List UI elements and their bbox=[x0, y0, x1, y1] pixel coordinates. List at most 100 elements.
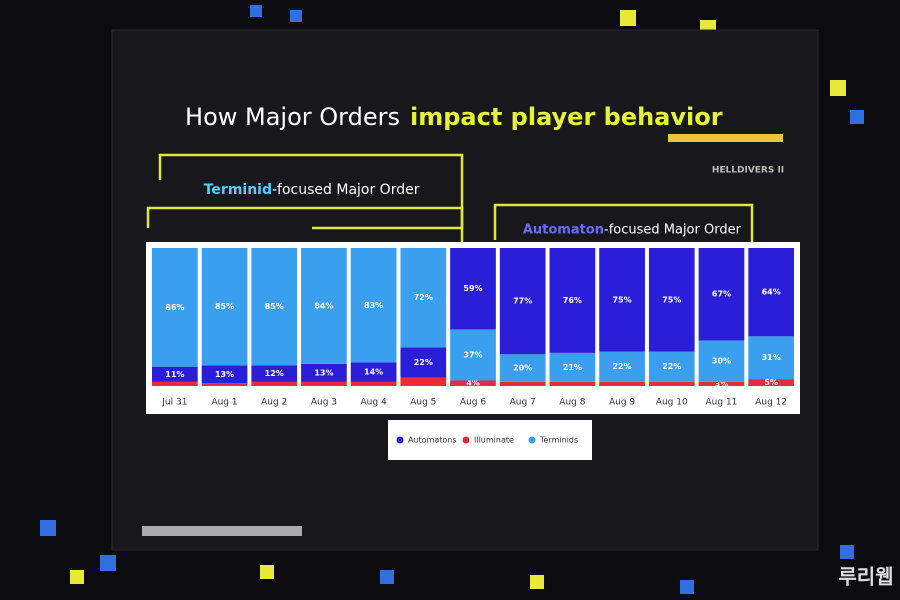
legend-swatch bbox=[396, 436, 404, 444]
bar-segment bbox=[450, 248, 496, 330]
x-tick-label: Aug 1 bbox=[211, 398, 237, 408]
data-label: 85% bbox=[265, 302, 284, 311]
bar-segment bbox=[549, 352, 596, 382]
data-label: 5% bbox=[764, 378, 778, 387]
bar-segment bbox=[350, 381, 397, 386]
x-tick-label: Aug 2 bbox=[261, 398, 287, 408]
data-label: 75% bbox=[612, 295, 631, 304]
bar-segment bbox=[648, 351, 695, 382]
bar-segment bbox=[748, 379, 794, 386]
bar-segment bbox=[599, 381, 645, 386]
x-tick-label: Aug 10 bbox=[656, 398, 688, 408]
bar-segment bbox=[450, 380, 496, 386]
bar-segment bbox=[152, 366, 198, 382]
x-tick-label: Aug 9 bbox=[609, 398, 635, 408]
bar-segment bbox=[400, 377, 447, 386]
data-label: 77% bbox=[513, 297, 532, 306]
x-tick-label: Aug 8 bbox=[559, 398, 585, 408]
group-box bbox=[158, 153, 464, 230]
data-label: 12% bbox=[265, 369, 284, 378]
data-label: 22% bbox=[612, 362, 631, 371]
data-label: 3% bbox=[715, 379, 729, 388]
data-label: 14% bbox=[364, 368, 383, 377]
title: How Major Orders bbox=[185, 103, 400, 131]
x-tick-label: Aug 7 bbox=[510, 398, 536, 408]
x-tick-label: Aug 4 bbox=[361, 398, 387, 408]
x-tick-label: Jul 31 bbox=[161, 398, 187, 408]
data-label: 83% bbox=[364, 301, 383, 310]
bar-segment bbox=[301, 381, 347, 386]
data-label: 37% bbox=[463, 350, 482, 359]
data-label: 75% bbox=[662, 295, 681, 304]
group-highlight: Terminid bbox=[204, 182, 272, 198]
legend-label: Terminids bbox=[539, 436, 578, 445]
x-tick-label: Aug 5 bbox=[410, 398, 436, 408]
bar-segment bbox=[549, 248, 596, 353]
data-label: 72% bbox=[414, 293, 433, 302]
bar-segment bbox=[450, 329, 496, 381]
bar-segment bbox=[400, 248, 447, 348]
logo: HELLDIVERS II bbox=[712, 166, 784, 176]
bar-segment bbox=[350, 248, 397, 363]
data-label: 59% bbox=[463, 284, 482, 293]
legend-swatch bbox=[528, 436, 536, 444]
data-label: 13% bbox=[215, 370, 234, 379]
bar-segment bbox=[499, 248, 546, 355]
x-tick-label: Aug 12 bbox=[755, 398, 787, 408]
bar-segment bbox=[499, 354, 546, 382]
bar-segment bbox=[599, 248, 645, 352]
bar-segment bbox=[301, 363, 347, 382]
bar-segment bbox=[648, 248, 695, 352]
group-label: -focused Major Order bbox=[604, 223, 742, 238]
bar-segment bbox=[152, 248, 198, 367]
legend-swatch bbox=[462, 436, 470, 444]
bar-segment bbox=[201, 365, 248, 384]
x-tick-label: Aug 11 bbox=[706, 398, 738, 408]
bar-segment bbox=[251, 365, 298, 382]
group-highlight: Automaton bbox=[523, 223, 604, 238]
bar-segment bbox=[251, 381, 298, 386]
data-label: 31% bbox=[762, 353, 781, 362]
data-label: 85% bbox=[215, 302, 234, 311]
data-label: 11% bbox=[165, 370, 184, 379]
bar-segment bbox=[748, 248, 794, 337]
data-label: 20% bbox=[513, 364, 532, 373]
bar-segment bbox=[748, 336, 794, 380]
data-label: 22% bbox=[414, 358, 433, 367]
bar-segment bbox=[201, 383, 248, 386]
data-label: 22% bbox=[662, 362, 681, 371]
data-label: 67% bbox=[712, 290, 731, 299]
legend-box bbox=[388, 420, 592, 460]
data-label: 21% bbox=[563, 363, 582, 372]
bar-segment bbox=[698, 340, 745, 382]
group-label: -focused Major Order bbox=[272, 182, 420, 198]
x-tick-label: Aug 6 bbox=[460, 398, 486, 408]
data-label: 30% bbox=[712, 357, 731, 366]
bar-segment bbox=[599, 351, 645, 382]
bar-segment bbox=[251, 248, 298, 366]
x-tick-label: Aug 3 bbox=[311, 398, 337, 408]
bar-segment bbox=[201, 248, 248, 366]
bar-segment bbox=[648, 381, 695, 386]
bar-segment bbox=[350, 362, 397, 382]
stripe bbox=[668, 134, 783, 142]
data-label: 86% bbox=[165, 303, 184, 312]
data-label: 4% bbox=[466, 379, 480, 388]
bar-segment bbox=[400, 347, 447, 378]
bar-segment bbox=[499, 381, 546, 386]
watermark: 루리웹 bbox=[838, 565, 893, 589]
data-label: 76% bbox=[563, 296, 582, 305]
stripe bbox=[142, 526, 302, 536]
title-highlight: impact player behavior bbox=[410, 103, 723, 131]
bar-segment bbox=[301, 248, 347, 364]
bar-segment bbox=[698, 248, 745, 341]
legend-label: Illuminate bbox=[474, 436, 514, 445]
bar-segment bbox=[152, 381, 198, 386]
bar-segment bbox=[549, 381, 596, 386]
data-label: 84% bbox=[314, 301, 333, 310]
bar-segment bbox=[698, 381, 745, 386]
data-label: 13% bbox=[314, 368, 333, 377]
data-label: 64% bbox=[762, 288, 781, 297]
